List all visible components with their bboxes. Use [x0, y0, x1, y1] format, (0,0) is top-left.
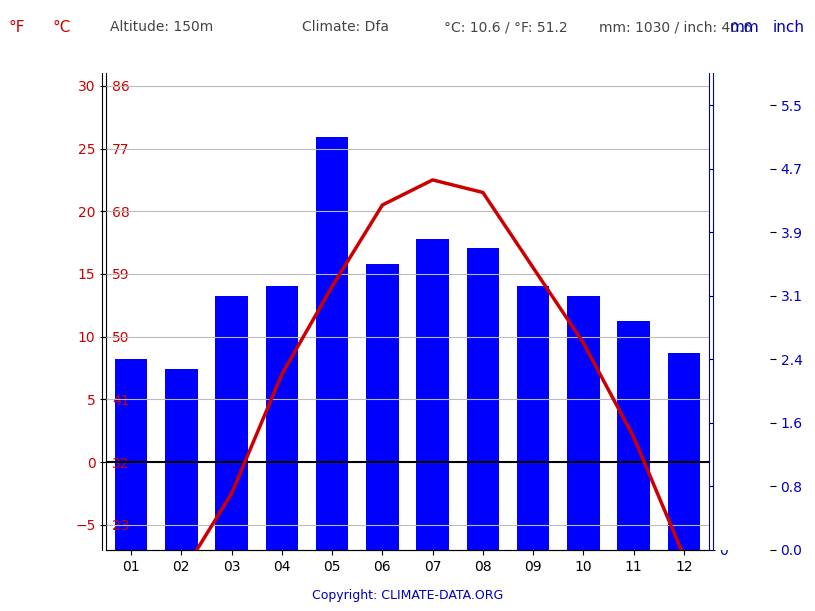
Bar: [215, 296, 248, 550]
Bar: [567, 296, 600, 550]
Text: Climate: Dfa: Climate: Dfa: [302, 21, 389, 34]
Bar: [165, 369, 198, 550]
Bar: [667, 353, 700, 550]
Bar: [466, 248, 500, 550]
Text: Copyright: CLIMATE-DATA.ORG: Copyright: CLIMATE-DATA.ORG: [312, 589, 503, 602]
Text: °C: 10.6 / °F: 51.2: °C: 10.6 / °F: 51.2: [444, 21, 568, 34]
Bar: [617, 321, 650, 550]
Text: inch: inch: [773, 20, 804, 35]
Bar: [266, 286, 298, 550]
Text: °C: °C: [53, 20, 72, 35]
Bar: [115, 359, 148, 550]
Text: mm: 1030 / inch: 40.6: mm: 1030 / inch: 40.6: [599, 21, 752, 34]
Bar: [416, 238, 449, 550]
Bar: [517, 286, 549, 550]
Bar: [315, 137, 349, 550]
Text: mm: mm: [729, 20, 760, 35]
Bar: [366, 264, 399, 550]
Text: °F: °F: [8, 20, 24, 35]
Text: Altitude: 150m: Altitude: 150m: [110, 21, 214, 34]
